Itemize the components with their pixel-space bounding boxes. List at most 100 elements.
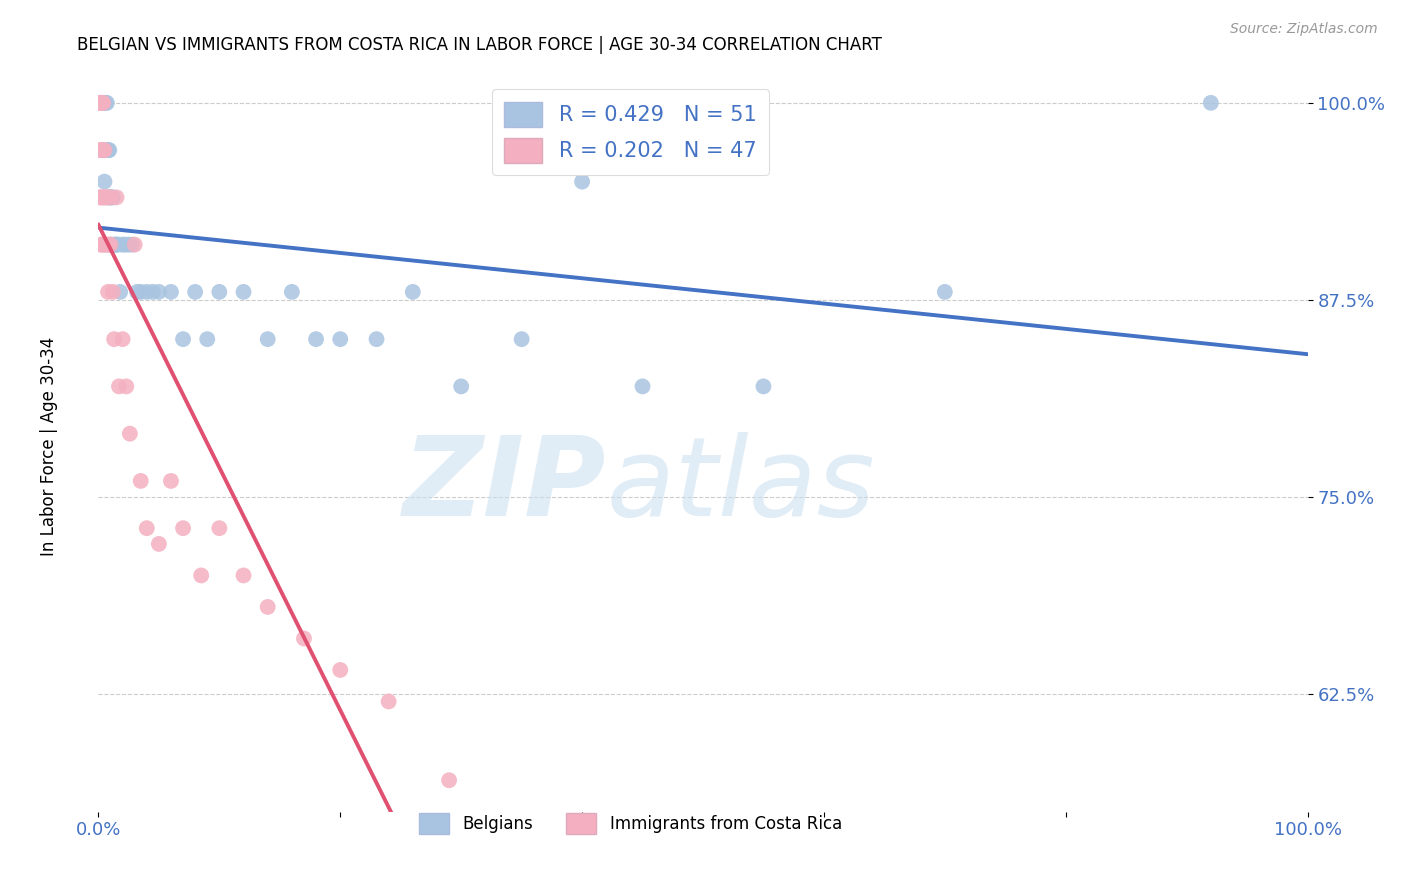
- Legend: Belgians, Immigrants from Costa Rica: Belgians, Immigrants from Costa Rica: [412, 806, 849, 840]
- Point: [96, 190, 118, 204]
- Point: [450, 379, 472, 393]
- Point: [91, 95, 114, 110]
- Point: [96, 143, 118, 157]
- Point: [111, 332, 134, 346]
- Point: [118, 237, 141, 252]
- Point: [135, 285, 157, 299]
- Point: [127, 285, 149, 299]
- Point: [93, 143, 115, 157]
- Point: [256, 599, 278, 614]
- Point: [172, 521, 194, 535]
- Point: [100, 190, 122, 204]
- Point: [208, 285, 231, 299]
- Point: [108, 379, 131, 393]
- Point: [107, 237, 129, 252]
- Point: [105, 237, 128, 252]
- Point: [208, 521, 231, 535]
- Point: [256, 332, 278, 346]
- Point: [172, 332, 194, 346]
- Point: [91, 95, 114, 110]
- Point: [94, 143, 117, 157]
- Point: [148, 537, 170, 551]
- Point: [90, 95, 112, 110]
- Point: [934, 285, 956, 299]
- Point: [93, 237, 115, 252]
- Point: [752, 379, 775, 393]
- Text: Source: ZipAtlas.com: Source: ZipAtlas.com: [1230, 22, 1378, 37]
- Point: [100, 237, 122, 252]
- Point: [89, 95, 111, 110]
- Point: [93, 175, 115, 189]
- Point: [329, 332, 352, 346]
- Point: [160, 474, 183, 488]
- Point: [96, 95, 118, 110]
- Point: [510, 332, 533, 346]
- Point: [103, 332, 125, 346]
- Point: [292, 632, 315, 646]
- Point: [91, 190, 114, 204]
- Text: BELGIAN VS IMMIGRANTS FROM COSTA RICA IN LABOR FORCE | AGE 30-34 CORRELATION CHA: BELGIAN VS IMMIGRANTS FROM COSTA RICA IN…: [77, 36, 882, 54]
- Point: [91, 143, 114, 157]
- Point: [190, 568, 212, 582]
- Point: [1199, 95, 1222, 110]
- Point: [103, 237, 125, 252]
- Point: [329, 663, 352, 677]
- Point: [91, 95, 114, 110]
- Point: [89, 143, 111, 157]
- Point: [98, 143, 121, 157]
- Text: atlas: atlas: [606, 433, 875, 540]
- Point: [90, 95, 112, 110]
- Point: [100, 190, 122, 204]
- Point: [232, 285, 254, 299]
- Point: [90, 237, 112, 252]
- Point: [105, 190, 128, 204]
- Point: [101, 190, 124, 204]
- Point: [118, 426, 141, 441]
- Point: [129, 285, 152, 299]
- Point: [98, 190, 121, 204]
- Point: [97, 190, 120, 204]
- Point: [121, 237, 143, 252]
- Point: [108, 285, 131, 299]
- Point: [402, 285, 425, 299]
- Point: [97, 285, 120, 299]
- Point: [89, 95, 111, 110]
- Point: [96, 237, 118, 252]
- Point: [148, 285, 170, 299]
- Point: [115, 379, 138, 393]
- Text: In Labor Force | Age 30-34: In Labor Force | Age 30-34: [41, 336, 58, 556]
- Point: [94, 95, 117, 110]
- Point: [100, 237, 122, 252]
- Point: [93, 190, 115, 204]
- Point: [91, 237, 114, 252]
- Point: [100, 190, 122, 204]
- Point: [160, 285, 183, 299]
- Point: [184, 285, 207, 299]
- Point: [129, 474, 152, 488]
- Point: [104, 237, 127, 252]
- Point: [111, 237, 134, 252]
- Point: [93, 143, 115, 157]
- Point: [89, 190, 111, 204]
- Point: [114, 237, 136, 252]
- Point: [232, 568, 254, 582]
- Point: [94, 237, 117, 252]
- Point: [90, 190, 112, 204]
- Point: [97, 143, 120, 157]
- Point: [366, 332, 388, 346]
- Point: [93, 95, 115, 110]
- Point: [437, 773, 460, 788]
- Point: [101, 285, 124, 299]
- Point: [124, 237, 146, 252]
- Point: [305, 332, 328, 346]
- Point: [377, 694, 399, 708]
- Point: [195, 332, 218, 346]
- Point: [91, 95, 114, 110]
- Point: [281, 285, 304, 299]
- Point: [90, 143, 112, 157]
- Text: ZIP: ZIP: [402, 433, 606, 540]
- Point: [631, 379, 654, 393]
- Point: [94, 190, 117, 204]
- Point: [142, 285, 165, 299]
- Point: [98, 237, 121, 252]
